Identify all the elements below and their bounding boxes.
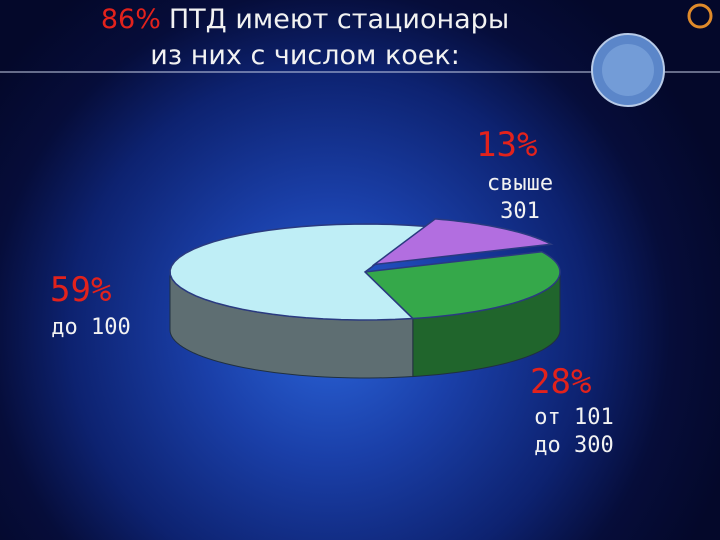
slice (169, 223, 428, 321)
slice (363, 250, 561, 320)
logo-globe-inner (602, 44, 654, 96)
title: 86% ПТД имеют стационары (0, 4, 610, 35)
title-text: ПТД имеют стационары (168, 4, 510, 35)
category-label: до 100 (51, 315, 131, 340)
value-label: 13% (476, 125, 538, 165)
value-label: 59% (50, 270, 112, 310)
category-label: от 101 до 300 (534, 405, 614, 458)
logo-mark (687, 3, 713, 29)
pie (169, 218, 561, 379)
title-highlight: 86% (100, 4, 161, 35)
value-label: 28% (530, 362, 592, 402)
category-label: свыше 301 (486, 171, 554, 224)
subtitle: из них с числом коек: (150, 40, 460, 71)
slice (371, 218, 554, 266)
